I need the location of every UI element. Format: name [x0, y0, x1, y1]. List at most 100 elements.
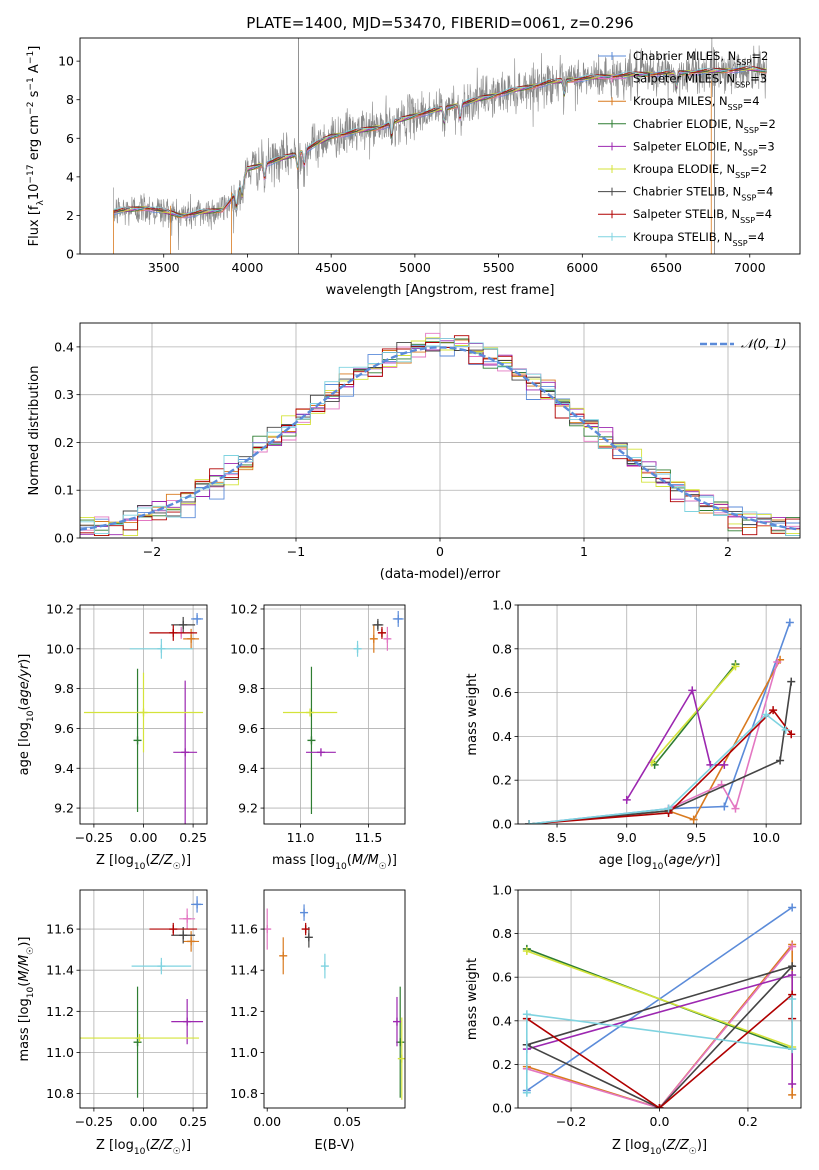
x-tick-label: −2	[143, 544, 161, 559]
point-chabrier-miles	[392, 610, 404, 627]
x-tick-label: 0.05	[333, 1114, 361, 1129]
y-tick-label: 0.6	[492, 685, 512, 700]
y-tick-label: 9.2	[238, 801, 258, 816]
y-tick-label: 10	[58, 54, 74, 69]
y-tick-label: 11.6	[230, 922, 258, 937]
legend-label-normal: 𝒩(0, 1)	[741, 336, 787, 351]
point-chabrier-miles	[191, 896, 204, 913]
y-tick-label: 11.2	[230, 1004, 258, 1019]
point-salpeter-miles	[264, 908, 272, 950]
y-axis-label-age: age [log10(age/yr)]	[17, 654, 36, 776]
point-chabrier-miles	[300, 904, 309, 921]
series-kroupa-miles	[525, 655, 785, 824]
y-tick-label: 11.0	[230, 1045, 258, 1060]
point-chabrier-elodie	[133, 986, 142, 1098]
y-axis-label-weight-z: mass weight	[465, 958, 480, 1040]
y-tick-label: 0.2	[492, 773, 512, 788]
x-tick-label: 0.0	[650, 1114, 670, 1129]
point-chabrier-elodie	[307, 666, 316, 815]
y-tick-label: 10.8	[230, 1086, 258, 1101]
series-line	[525, 999, 794, 1093]
series-marker	[769, 706, 778, 715]
x-tick-label: 10.0	[752, 830, 780, 845]
point-salpeter-miles	[179, 908, 196, 930]
y-tick-label: 10.0	[230, 641, 258, 656]
series-marker	[689, 815, 698, 824]
point-salpeter-stelib	[377, 626, 387, 639]
series-line	[651, 665, 737, 764]
series-line	[529, 659, 781, 824]
histogram-kroupa-stelib	[80, 337, 800, 537]
series-marker	[731, 804, 740, 813]
series-marker	[622, 795, 631, 804]
x-tick-label: 5500	[483, 260, 515, 275]
point-salpeter-elodie	[392, 996, 401, 1047]
point-kroupa-miles	[183, 628, 200, 649]
point-kroupa-stelib	[353, 640, 362, 657]
series-marker	[787, 677, 796, 686]
x-tick-label: 0.2	[738, 1114, 758, 1129]
series-marker	[773, 657, 782, 666]
y-tick-label: 0.2	[492, 1057, 512, 1072]
y-tick-label: 0.4	[492, 1013, 512, 1028]
x-tick-label: 8.5	[547, 830, 567, 845]
point-kroupa-miles	[369, 624, 378, 653]
x-tick-label: 11.5	[354, 830, 382, 845]
series-line	[529, 713, 787, 824]
y-axis-label-weight-age: mass weight	[465, 673, 480, 755]
series-marker	[788, 903, 797, 912]
y-tick-label: 9.6	[54, 721, 74, 736]
axes-age_vs_mass: 11.0 11.5 9.2 9.4 9.6 9.8 10.0 10.2	[230, 601, 406, 845]
point-chabrier-stelib	[304, 927, 313, 948]
point-salpeter-stelib	[149, 922, 198, 936]
point-kroupa-miles	[279, 937, 288, 975]
series-marker	[788, 971, 797, 980]
x-tick-label: 11.0	[287, 830, 315, 845]
point-salpeter-stelib	[301, 922, 310, 936]
x-tick-label: 6000	[566, 260, 598, 275]
series-kroupa-stelib	[525, 710, 790, 824]
x-axis-label-residuals: (data-model)/error	[380, 567, 501, 582]
y-tick-label: 9.4	[238, 761, 258, 776]
chart-title: PLATE=1400, MJD=53470, FIBERID=0061, z=0…	[246, 14, 633, 32]
axes-weight_vs_Z: −0.2 0.0 0.2 0.0 0.2 0.4 0.6 0.8 1.0	[492, 883, 802, 1129]
legend-label-salpeter-stelib: Salpeter STELIB, NSSP=4	[633, 207, 772, 225]
point-chabrier-stelib	[372, 618, 384, 631]
x-tick-label: 9.0	[617, 830, 637, 845]
grid	[264, 605, 405, 824]
x-axis-label-age-vs-mass: mass [log10(M/M☉)]	[272, 853, 397, 872]
y-tick-label: 6	[66, 131, 74, 146]
x-axis-label-spectrum: wavelength [Angstrom, rest frame]	[326, 283, 555, 298]
x-axis-label-age-vs-z: Z [log10(Z/Z☉)]	[96, 853, 191, 872]
series-marker	[788, 962, 797, 971]
series-marker	[788, 942, 797, 951]
plot-area	[83, 612, 204, 824]
y-tick-label: 0.2	[54, 435, 74, 450]
point-kroupa-stelib	[129, 638, 194, 659]
y-tick-label: 11.6	[46, 922, 74, 937]
y-tick-label: 0.0	[492, 1101, 512, 1116]
series-marker	[788, 1080, 797, 1089]
legend-spectrum: Chabrier MILES, NSSP=2 Salpeter MILES, NS…	[598, 49, 776, 247]
y-axis-label-mass: mass [log10(M/M☉)]	[17, 937, 36, 1062]
point-kroupa-stelib	[320, 953, 329, 979]
plot-area	[525, 618, 796, 824]
series-marker	[664, 804, 673, 813]
point-salpeter-stelib	[149, 624, 198, 641]
x-tick-label: 4000	[232, 260, 264, 275]
axes-spectrum: 3500 4000 4500 5000 5500 6000 6500 7000 0 2 4 6 8 10	[58, 37, 801, 275]
series-marker	[781, 725, 790, 734]
x-tick-label: 0.00	[253, 1114, 281, 1129]
x-tick-label: 2	[724, 544, 732, 559]
axes-frame	[517, 889, 802, 1109]
point-kroupa-miles	[183, 931, 200, 952]
legend-label-kroupa-stelib: Kroupa STELIB, NSSP=4	[633, 230, 765, 248]
y-tick-label: 9.2	[54, 801, 74, 816]
point-chabrier-miles	[191, 612, 204, 625]
y-tick-label: 4	[66, 169, 74, 184]
point-salpeter-miles	[383, 626, 392, 651]
series-marker	[522, 1088, 531, 1097]
normal-curve	[80, 346, 798, 531]
y-tick-label: 10.2	[46, 601, 74, 616]
